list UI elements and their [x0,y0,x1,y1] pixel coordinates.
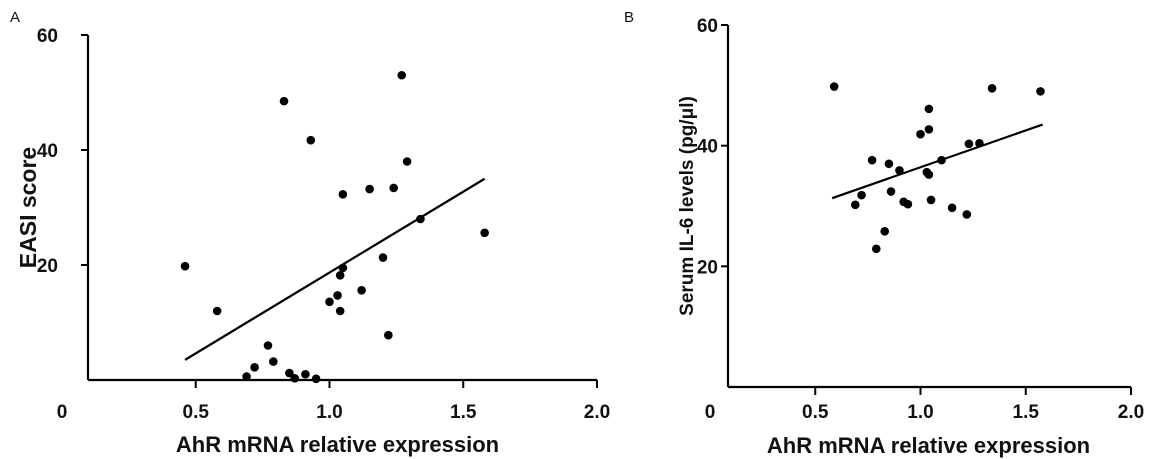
data-point [480,228,489,238]
data-point [335,306,345,316]
panel-label: A [10,9,20,26]
data-point [250,363,259,372]
y-tick-label: 40 [697,137,718,158]
chart-panel-b: B 20 40 60 0 0.5 1.0 1.5 2.0 AhR mRNA relative ex… [624,9,1144,458]
data-point [325,297,334,307]
data-point [338,189,348,199]
data-point [867,155,877,165]
data-point [975,138,984,148]
data-point [378,253,388,262]
data-point [242,372,251,381]
data-point [365,184,374,194]
data-point [916,129,925,139]
x-axis-title: AhR mRNA relative expression [176,432,499,457]
data-point [926,195,936,205]
data-point [924,125,934,134]
x-tick-label: 0.5 [183,402,210,423]
y-tick-label: 60 [37,26,58,47]
data-point [937,155,946,165]
y-axis-title: Serum IL-6 levels (pg/μl) [677,96,698,316]
x-tick-label: 1.0 [316,402,342,423]
data-point [886,187,896,196]
data-point [311,374,321,384]
x-tick-label: 1.5 [450,402,477,423]
data-point [962,210,972,219]
data-point [301,369,310,379]
data-point [871,244,881,254]
data-point [895,166,904,175]
y-tick-label: 20 [37,256,58,277]
data-point [290,373,300,383]
x-tick-label: 1.5 [1013,402,1040,423]
data-point [180,261,190,271]
data-point [850,200,860,210]
data-point [829,82,839,91]
y-axis-title: EASI score [15,147,41,268]
data-point [335,271,345,280]
data-point [389,183,399,193]
x-tick-label: 2.0 [584,402,610,423]
y-tick-label: 60 [697,16,718,37]
data-point [987,84,997,93]
y-tick-label: 20 [697,257,718,278]
data-point [306,135,316,145]
data-point [880,227,890,236]
data-point [857,190,866,200]
data-point [384,330,393,340]
data-point [947,203,957,213]
data-point [1036,87,1045,96]
data-point [338,263,348,273]
data-point [285,368,294,378]
data-point [357,286,366,295]
x-tick-label: 0.5 [802,402,829,423]
data-point [269,357,278,366]
data-point [416,214,425,224]
x-tick-label: 0 [57,402,68,423]
data-point [903,199,913,209]
panel-label: B [624,9,634,26]
data-point [402,157,412,166]
y-tick-label: 40 [37,141,58,162]
regression-line [184,177,486,361]
x-tick-label: 2.0 [1118,402,1144,423]
data-point [279,96,289,106]
data-point [924,104,934,114]
x-tick-label: 1.0 [907,402,933,423]
x-axis-title: AhR mRNA relative expression [767,433,1090,458]
chart-panel-a: A 20 40 60 0 0.5 1.0 1.5 2.0 AhR mRNA relative ex… [10,9,610,457]
data-point [964,139,974,149]
x-tick-label: 0 [705,402,716,423]
regression-line [831,123,1043,200]
data-point [333,291,342,300]
data-point [924,170,934,179]
data-point [397,70,407,80]
data-point [263,341,273,350]
data-point [212,306,222,316]
data-point [884,159,894,169]
